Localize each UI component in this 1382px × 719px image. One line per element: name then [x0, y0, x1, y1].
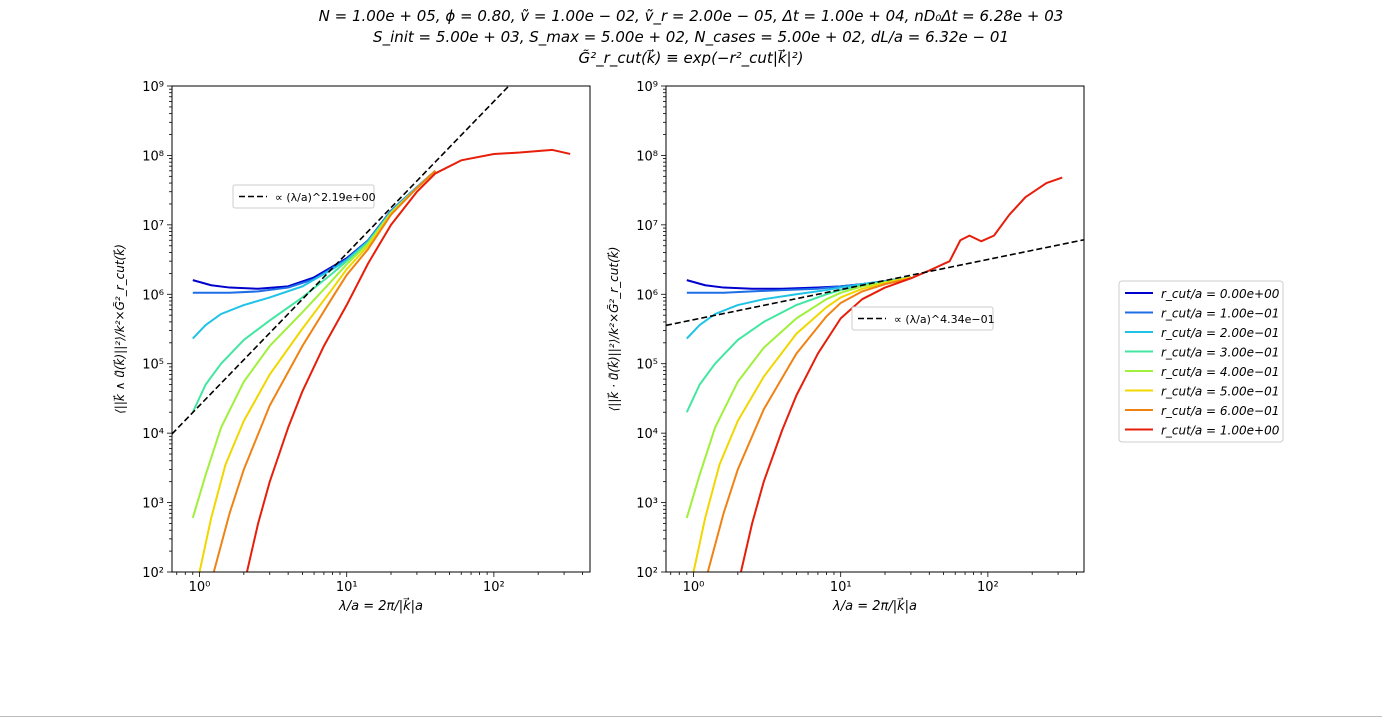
y-tick-label: 10⁸ — [142, 149, 164, 164]
legend-entry-3: r_cut/a = 3.00e−01 — [1161, 346, 1279, 360]
series-group — [666, 176, 1084, 572]
fit-legend-label: ∝ (λ/a)^4.34e−01 — [894, 313, 995, 326]
right-panel: 10⁰ 10¹ 10² 10² 10³ 10⁴ 10⁵ 10⁶ 10⁷ 10⁸ 10⁹ λ/a = 2… — [607, 80, 1085, 614]
legend-entry-7: r_cut/a = 1.00e+00 — [1161, 424, 1280, 438]
x-tick-label: 10⁰ — [189, 580, 211, 595]
y-tick-label: 10⁹ — [142, 80, 164, 95]
x-axis-label: λ/a = 2π/|k⃗|a — [832, 598, 917, 614]
legend-entry-1: r_cut/a = 1.00e−01 — [1161, 307, 1279, 321]
y-tick-label: 10⁷ — [636, 219, 658, 234]
series-line-5 — [198, 170, 436, 572]
axes-frame — [171, 85, 591, 573]
y-tick-label: 10³ — [142, 497, 164, 512]
series-line-7 — [245, 148, 571, 572]
x-tick-label: 10¹ — [336, 580, 358, 595]
y-tick-label: 10² — [636, 566, 658, 581]
legend-entry-0: r_cut/a = 0.00e+00 — [1161, 287, 1280, 301]
y-tick-label: 10⁶ — [142, 288, 164, 303]
fit-line — [666, 239, 1084, 327]
y-tick-label: 10⁶ — [636, 288, 658, 303]
figure-title: N = 1.00e + 05, ϕ = 0.80, ṽ = 1.00e − 02… — [0, 6, 1382, 69]
legend-entry-6: r_cut/a = 6.00e−01 — [1161, 404, 1279, 418]
y-axis-label: ⟨||k⃗ ∧ ũ⃗(k⃗)||²⟩/k²×G̃²_r_cut(k⃗) — [113, 244, 127, 414]
x-tick-label: 10⁰ — [683, 580, 705, 595]
legend-box — [1118, 280, 1284, 443]
y-tick-label: 10⁵ — [142, 358, 164, 373]
left-panel: 10⁰ 10¹ 10² 10² 10³ 10⁴ 10⁵ 10⁶ 10⁷ 10⁸ 10⁹ λ/a = 2… — [113, 80, 591, 614]
y-tick-label: 10⁹ — [636, 80, 658, 95]
shared-legend: r_cut/a = 0.00e+00 r_cut/a = 1.00e−01 r_cu… — [1118, 280, 1284, 443]
axes-frame — [665, 85, 1085, 573]
x-tick-label: 10² — [977, 580, 999, 595]
legend-entry-5: r_cut/a = 5.00e−01 — [1161, 385, 1279, 399]
title-line-1: N = 1.00e + 05, ϕ = 0.80, ṽ = 1.00e − 02… — [318, 7, 1064, 25]
series-line-7 — [739, 176, 1063, 572]
x-tick-label: 10² — [483, 580, 505, 595]
series-group — [172, 86, 571, 572]
y-tick-label: 10⁴ — [636, 427, 658, 442]
series-line-4 — [685, 276, 912, 519]
y-tick-label: 10⁴ — [142, 427, 164, 442]
title-line-3: G̃²_r_cut(k⃗) ≡ exp(−r²_cut|k⃗|²) — [578, 49, 804, 67]
series-line-5 — [692, 276, 912, 572]
fit-line — [172, 86, 510, 435]
y-tick-label: 10⁸ — [636, 149, 658, 164]
y-tick-label: 10⁷ — [142, 219, 164, 234]
bottom-divider — [0, 716, 1382, 717]
fit-legend-box — [851, 306, 994, 331]
series-line-4 — [191, 170, 436, 519]
y-tick-label: 10⁵ — [636, 358, 658, 373]
title-line-2: S_init = 5.00e + 03, S_max = 5.00e + 02,… — [373, 28, 1009, 46]
x-axis-label: λ/a = 2π/|k⃗|a — [338, 598, 423, 614]
y-tick-label: 10² — [142, 566, 164, 581]
legend-entry-4: r_cut/a = 4.00e−01 — [1161, 365, 1279, 379]
legend-entry-2: r_cut/a = 2.00e−01 — [1161, 326, 1279, 340]
x-tick-label: 10¹ — [830, 580, 852, 595]
series-line-6 — [706, 277, 912, 572]
fit-legend-label: ∝ (λ/a)^2.19e+00 — [275, 191, 376, 204]
y-axis-label: ⟨||k⃗ · ũ⃗(k⃗)||²⟩/k²×G̃²_r_cut(k⃗) — [607, 247, 621, 412]
fit-legend-box — [232, 184, 375, 209]
series-line-6 — [212, 170, 436, 572]
y-tick-label: 10³ — [636, 497, 658, 512]
